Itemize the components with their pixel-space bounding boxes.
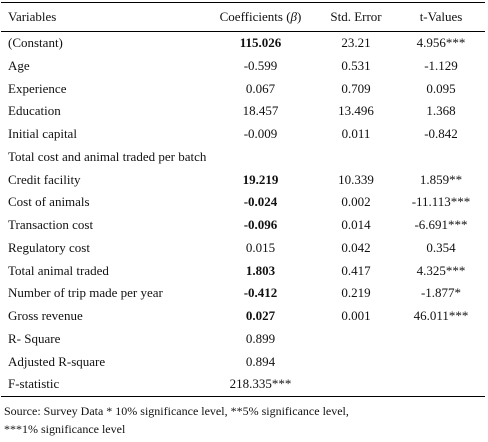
- cell-coefficient: 115.026: [239, 35, 282, 50]
- cell-t-value: -11.113***: [411, 194, 471, 210]
- cell-t-value: 4.325***: [416, 262, 466, 278]
- cell-std-error: 13.496: [338, 103, 374, 119]
- cell-std-error: 0.011: [341, 126, 371, 141]
- cell-std-error: 0.531: [341, 57, 371, 73]
- cell-coefficient: 0.067: [245, 80, 276, 96]
- cell-coefficient: 218.335***: [206, 373, 315, 398]
- cell-std-error: [315, 328, 397, 351]
- table-row: Total animal traded 1.803 0.417 4.325***: [1, 260, 485, 283]
- table-row: Experience 0.067 0.709 0.095: [1, 78, 485, 101]
- cell-coefficient: 1.803: [245, 262, 276, 278]
- header-beta-open: (: [286, 9, 291, 24]
- cell-variable: Transaction cost: [8, 217, 94, 232]
- cell-variable: Regulatory cost: [8, 239, 90, 255]
- cell-coefficient: 0.027: [245, 308, 276, 323]
- table-row: Number of trip made per year -0.412 0.219 -…: [1, 282, 485, 305]
- cell-coefficient: 18.457: [242, 103, 279, 119]
- table-row: F-statistic 218.335***: [1, 373, 485, 398]
- cell-std-error: 0.014: [341, 217, 371, 232]
- header-beta-close: ): [297, 9, 302, 24]
- cell-variable: Initial capital: [8, 126, 77, 141]
- cell-variable: R- Square: [8, 330, 61, 346]
- table-body: (Constant) 115.026 23.21 4.956*** Age -0.599 0…: [1, 32, 485, 398]
- table-row: Credit facility 19.219 10.339 1.859**: [1, 169, 485, 192]
- header-std-error: Std. Error: [315, 2, 397, 32]
- header-coefficients: Coefficients (β): [206, 2, 315, 32]
- cell-variable: Experience: [8, 80, 67, 96]
- cell-t-value: -6.691***: [414, 217, 468, 232]
- cell-coefficient: -0.599: [243, 57, 278, 73]
- table-row: (Constant) 115.026 23.21 4.956***: [1, 32, 485, 55]
- cell-variable: Credit facility: [8, 171, 81, 187]
- header-beta-symbol: β: [290, 9, 298, 24]
- cell-variable: (Constant): [8, 35, 63, 50]
- cell-t-value: -1.129: [424, 57, 458, 73]
- footnote-line-1: Source: Survey Data * 10% significance l…: [4, 404, 349, 418]
- cell-variable: Gross revenue: [8, 308, 83, 323]
- cell-variable: Total cost and animal traded per batch/ …: [8, 148, 206, 164]
- cell-std-error: 0.002: [341, 194, 371, 210]
- regression-table: Variables Coefficients (β) Std. Error t-…: [1, 2, 485, 398]
- cell-coefficient: 0.015: [245, 239, 276, 255]
- cell-variable: Adjusted R-square: [8, 353, 106, 369]
- cell-std-error: 0.709: [341, 80, 371, 96]
- cell-coefficient: 0.894: [245, 353, 276, 369]
- header-coefficients-label: Coefficients: [219, 9, 283, 24]
- cell-t-value: 1.368: [426, 103, 456, 119]
- table-header-row: Variables Coefficients (β) Std. Error t-…: [1, 2, 485, 32]
- cell-t-value: 0.095: [426, 80, 456, 96]
- table-row: Regulatory cost 0.015 0.042 0.354: [1, 237, 485, 260]
- cell-variable: Cost of animals: [8, 194, 90, 210]
- table-row: Initial capital -0.009 0.011 -0.842: [1, 123, 485, 146]
- cell-std-error: 10.339: [338, 171, 374, 187]
- cell-std-error: [315, 351, 397, 374]
- cell-std-error: 0.042: [341, 239, 371, 255]
- cell-coefficient: -0.096: [243, 217, 278, 232]
- cell-variable: Number of trip made per year: [8, 285, 163, 301]
- table-row: Transaction cost -0.096 0.014 -6.691***: [1, 214, 485, 237]
- table-row: Cost of animals -0.024 0.002 -11.113***: [1, 191, 485, 214]
- cell-variable: F-statistic: [1, 373, 206, 398]
- header-t-values: t-Values: [397, 2, 485, 32]
- table-row: Gross revenue 0.027 0.001 46.011***: [1, 305, 485, 328]
- cell-t-value: 46.011***: [413, 308, 469, 323]
- table-row: Adjusted R-square 0.894: [1, 351, 485, 374]
- footnote-line-2: ***1% significance level: [4, 422, 126, 436]
- cell-variable: Age: [8, 57, 30, 73]
- table-section-row: Total cost and animal traded per batch/ …: [1, 146, 485, 169]
- cell-t-value: 4.956***: [416, 35, 466, 50]
- cell-t-value: [397, 351, 485, 374]
- cell-coefficient: -0.009: [243, 126, 278, 141]
- table-row: R- Square 0.899: [1, 328, 485, 351]
- header-variables: Variables: [1, 2, 206, 32]
- cell-std-error: 0.001: [341, 308, 371, 323]
- cell-coefficient: -0.024: [243, 194, 278, 210]
- table-row: Education 18.457 13.496 1.368: [1, 100, 485, 123]
- cell-std-error: 0.417: [341, 262, 371, 278]
- cell-t-value: -0.842: [424, 126, 458, 141]
- cell-coefficient: 19.219: [242, 171, 279, 187]
- cell-t-value: [397, 328, 485, 351]
- cell-t-value: -1.877*: [420, 285, 462, 301]
- cell-std-error: 0.219: [341, 285, 371, 301]
- cell-t-value: 1.859**: [419, 171, 463, 187]
- cell-t-value: [397, 146, 485, 169]
- table-footnote: Source: Survey Data * 10% significance l…: [4, 402, 484, 438]
- cell-variable: Total animal traded: [8, 262, 109, 278]
- cell-std-error: 23.21: [341, 35, 371, 50]
- cell-coefficient: 0.899: [245, 330, 276, 346]
- cell-coefficient: -0.412: [243, 285, 278, 301]
- cell-coefficient: [206, 146, 315, 169]
- cell-std-error: [315, 373, 397, 398]
- table-row: Age -0.599 0.531 -1.129: [1, 55, 485, 78]
- cell-t-value: [397, 373, 485, 398]
- cell-std-error: [315, 146, 397, 169]
- cell-t-value: 0.354: [426, 239, 456, 255]
- cell-variable: Education: [8, 103, 61, 119]
